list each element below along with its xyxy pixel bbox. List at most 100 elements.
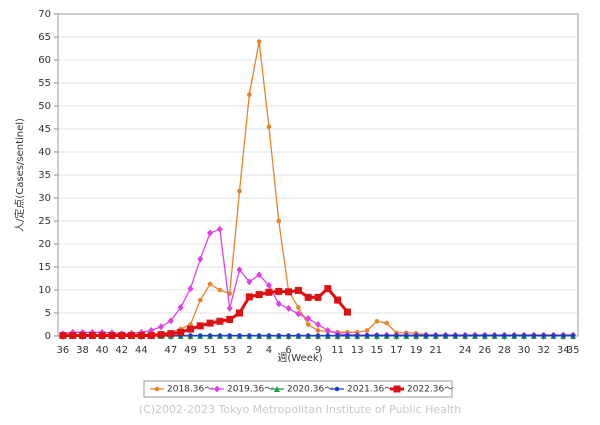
x-tick-label: 21 [429,345,442,356]
data-point [265,288,273,296]
x-tick-label: 34 [557,345,570,356]
data-point [158,323,165,331]
x-axis-label: 週(Week) [277,352,322,364]
data-point [531,333,537,338]
data-point [79,332,87,340]
x-tick-label: 24 [459,345,472,356]
data-point [217,287,223,293]
data-point [374,333,380,338]
legend-marker [274,386,280,392]
data-point [237,188,242,194]
credit: (C)2002-2023 Tokyo Metropolitan Institut… [139,403,461,416]
y-tick-label: 10 [38,285,51,296]
x-tick-label: 42 [115,345,128,356]
y-tick-label: 50 [38,101,51,112]
legend-label: 2019.36～ [227,385,273,395]
legend-label: 2021.36～ [347,385,393,395]
x-tick-label: 9 [315,345,321,356]
y-tick-label: 70 [38,9,51,20]
data-point [296,305,301,310]
data-point [226,315,234,323]
data-point [197,255,204,263]
data-point [247,92,252,97]
legend-marker [334,386,340,392]
legend-marker [214,385,220,393]
data-point [177,303,184,311]
data-point [69,332,77,340]
x-tick-label: 40 [96,345,109,356]
data-point [324,285,332,293]
y-tick-label: 35 [38,170,51,181]
data-point [167,317,174,325]
y-tick-label: 60 [38,55,51,66]
data-point [186,325,194,333]
data-point [206,319,214,327]
data-point [315,328,321,333]
data-point [285,288,293,296]
data-point [276,218,282,224]
data-point [551,333,556,338]
data-point [294,286,302,294]
y-tick-label: 40 [38,147,51,158]
data-point [256,333,262,338]
data-point [334,296,342,304]
data-point [364,333,370,338]
y-tick-label: 15 [38,262,51,273]
data-point [335,333,340,338]
data-point [521,333,527,338]
x-tick-label: 30 [518,345,531,356]
data-point [394,333,399,338]
x-tick-label: 49 [184,345,197,356]
data-point [227,333,232,338]
x-tick-label: 6 [285,345,291,356]
data-point [492,333,497,338]
y-tick-label: 25 [38,216,51,227]
data-point [541,333,546,338]
data-point [315,333,321,338]
data-point [236,266,243,274]
data-point [255,291,263,299]
y-tick-label: 55 [38,78,51,89]
data-point [275,300,282,308]
data-point [128,332,136,340]
data-point [108,332,116,340]
data-point [197,333,203,338]
data-point [216,317,224,325]
legend-box [143,380,453,398]
data-point [275,287,283,295]
data-point [216,225,223,233]
data-point [423,333,429,338]
data-point [266,333,272,338]
data-point [413,333,419,338]
data-point [187,285,194,293]
data-point [570,333,576,338]
data-point [276,333,282,338]
data-point [157,331,165,339]
legend-label: 2022.36～ [407,385,453,395]
x-tick-label: 44 [135,345,148,356]
data-point [137,332,145,340]
x-tick-label: 28 [498,345,511,356]
data-point [404,333,409,338]
data-point [305,315,312,323]
x-tick-label: 11 [331,345,344,356]
data-point [343,308,351,316]
data-point [118,332,126,340]
x-tick-label: 53 [223,345,236,356]
data-point [502,333,507,338]
data-point [196,322,204,330]
data-point [226,304,233,312]
data-point [304,293,312,301]
data-point [443,333,448,338]
data-point [433,333,439,338]
x-tick-label: 51 [204,345,217,356]
data-point [462,333,468,338]
data-point [217,333,223,338]
data-point [472,333,478,338]
data-point [246,278,253,286]
x-tick-label: 13 [351,345,364,356]
x-tick-label: 47 [164,345,177,356]
y-axis-label: 人/定点(Cases/sentinel) [13,118,26,232]
